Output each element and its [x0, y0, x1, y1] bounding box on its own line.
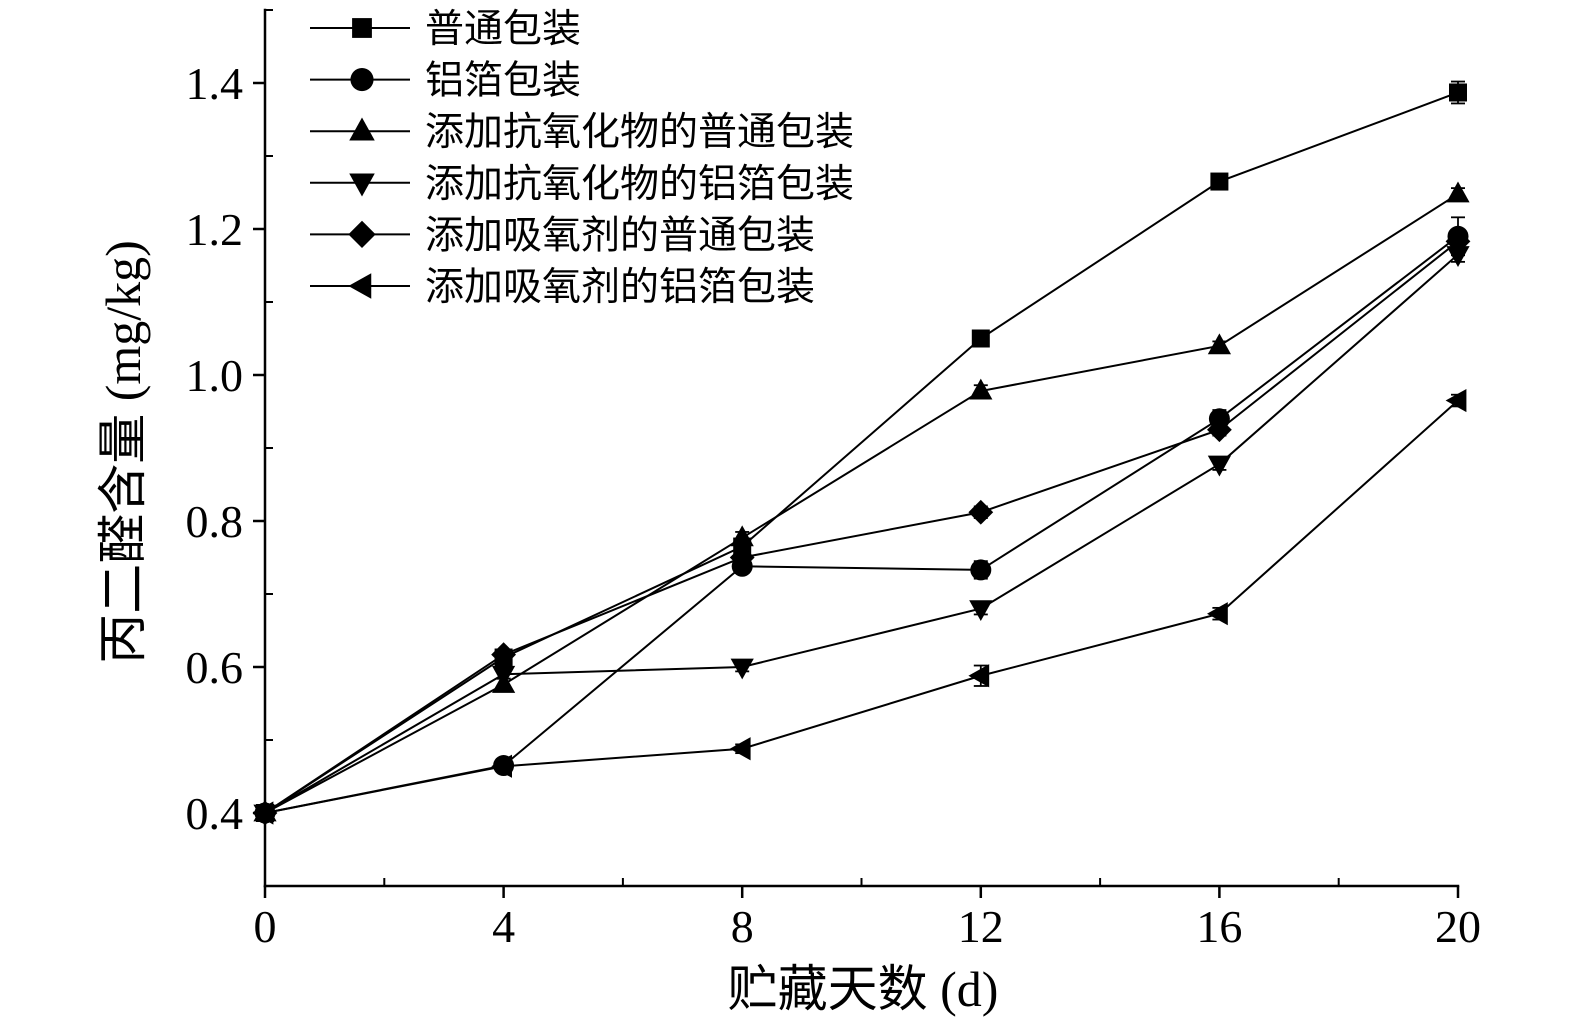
- legend-label: 添加抗氧化物的普通包装: [425, 111, 854, 154]
- x-axis-title: 贮藏天数 (d): [728, 961, 999, 1017]
- legend-label: 添加吸氧剂的普通包装: [425, 214, 815, 257]
- y-tick-label: 1.4: [186, 58, 244, 109]
- data-point-square: [1449, 83, 1467, 102]
- y-tick-label: 0.8: [186, 496, 244, 547]
- data-point-triangle-up: [1207, 333, 1231, 355]
- data-point-triangle-left: [1207, 602, 1228, 626]
- legend-item: 添加吸氧剂的普通包装: [310, 214, 815, 257]
- y-tick-label: 0.6: [186, 642, 244, 693]
- legend-item: 铝箔包装: [310, 60, 581, 103]
- data-point-triangle-down: [730, 658, 754, 680]
- data-point-triangle-up: [1446, 181, 1470, 203]
- x-tick-label: 0: [254, 901, 277, 952]
- data-point-triangle-left: [491, 754, 512, 778]
- x-tick-label: 4: [492, 901, 515, 952]
- legend-item: 普通包装: [310, 8, 581, 51]
- data-point-triangle-down: [1207, 455, 1231, 477]
- series-line-6: [264, 399, 1459, 814]
- y-tick-label: 1.2: [186, 204, 244, 255]
- data-point-diamond: [1445, 229, 1471, 254]
- legend-marker-square: [352, 18, 372, 38]
- series-line-5: [264, 240, 1459, 814]
- legend-item: 添加抗氧化物的铝箔包装: [310, 163, 854, 206]
- data-point-triangle-down: [969, 600, 993, 621]
- legend-label: 普通包装: [425, 8, 581, 51]
- legend-marker-circle: [350, 68, 374, 92]
- data-point-diamond: [1207, 417, 1232, 443]
- data-point-diamond: [491, 642, 516, 667]
- data-point-triangle-left: [968, 664, 990, 688]
- legend-label: 添加抗氧化物的铝箔包装: [425, 163, 854, 206]
- series-line-1: [264, 91, 1459, 814]
- data-point-triangle-left: [729, 737, 751, 761]
- series-line-2: [264, 235, 1459, 814]
- legend-marker-triangle-left: [348, 273, 372, 299]
- axes: 0 4 8 12 16 20 0.4 0.6 0.8 1.0 1.2 1.4: [186, 8, 1481, 952]
- data-point-triangle-up: [730, 525, 754, 547]
- data-point-triangle-down: [492, 665, 516, 687]
- x-tick-label: 8: [731, 901, 754, 952]
- y-axis-title: 丙二醛含量 (mg/kg): [95, 240, 151, 664]
- legend-marker-triangle-up: [349, 117, 375, 141]
- data-point-diamond: [729, 545, 755, 570]
- legend: 普通包装铝箔包装添加抗氧化物的普通包装添加抗氧化物的铝箔包装添加吸氧剂的普通包装…: [310, 8, 854, 309]
- data-point-diamond: [968, 499, 994, 525]
- series-line-4: [264, 253, 1459, 814]
- data-point-triangle-left: [1445, 388, 1467, 413]
- x-tick-label: 20: [1435, 901, 1481, 952]
- y-tick-label: 0.4: [186, 788, 244, 839]
- data-point-square: [971, 329, 990, 348]
- legend-label: 添加吸氧剂的铝箔包装: [425, 266, 815, 309]
- legend-item: 添加吸氧剂的铝箔包装: [310, 266, 815, 309]
- x-tick-label: 12: [958, 901, 1004, 952]
- data-point-circle: [970, 559, 992, 581]
- legend-marker-triangle-down: [349, 173, 375, 197]
- plot-area: [252, 80, 1471, 826]
- x-tick-label: 16: [1196, 901, 1242, 952]
- data-point-triangle-down: [1446, 246, 1470, 267]
- legend-label: 铝箔包装: [425, 60, 581, 103]
- series-line-3: [264, 193, 1459, 814]
- legend-marker-diamond: [348, 220, 376, 249]
- legend-item: 添加抗氧化物的普通包装: [310, 111, 854, 154]
- y-tick-label: 1.0: [186, 350, 244, 401]
- data-point-triangle-up: [969, 378, 993, 400]
- data-point-square: [1210, 172, 1229, 191]
